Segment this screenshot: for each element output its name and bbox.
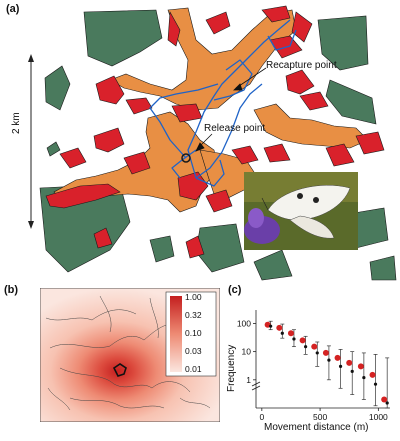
model-frequency-point xyxy=(350,369,354,373)
axis-break-mark xyxy=(251,385,261,391)
scale-bar-label: 2 km xyxy=(11,112,22,134)
observed-frequency-point xyxy=(357,363,364,370)
scale-bar xyxy=(28,54,34,229)
habitat-outlines xyxy=(45,295,211,411)
movement-tracks xyxy=(149,19,297,187)
legend-label-2: 0.32 xyxy=(185,310,202,320)
observed-frequency-point xyxy=(322,349,329,356)
x-axis-label: Movement distance (m) xyxy=(264,422,369,433)
model-frequency-point xyxy=(292,337,296,341)
legend-label-1: 1.00 xyxy=(185,292,202,302)
heat-legend xyxy=(165,291,217,377)
release-site-outline xyxy=(112,363,127,377)
observed-frequency-point xyxy=(287,330,294,337)
axis-break-mark xyxy=(251,381,261,387)
observed-frequency-point xyxy=(334,354,341,361)
observed-frequency-point xyxy=(369,371,376,378)
x-tick-label: 1000 xyxy=(369,412,388,422)
release-point-marker xyxy=(181,153,191,163)
legend-label-3: 0.10 xyxy=(185,328,202,338)
panel-b-heatmap xyxy=(40,288,220,422)
legend-label-5: 0.01 xyxy=(185,364,202,374)
butterfly-photo xyxy=(244,172,358,250)
observed-frequency-point xyxy=(346,359,353,366)
y-tick-label: 1 xyxy=(246,375,251,385)
model-frequency-point xyxy=(315,351,319,355)
model-frequency-point xyxy=(373,382,378,386)
panel-c-label: (c) xyxy=(228,284,242,296)
habitat-red xyxy=(45,5,385,259)
release-point-label: Release point xyxy=(204,123,266,134)
y-tick-label: 10 xyxy=(242,347,252,357)
model-frequency-point xyxy=(269,324,273,328)
panel-a-map xyxy=(28,5,397,281)
model-frequency-point xyxy=(385,401,389,405)
model-frequency-point xyxy=(362,375,366,380)
panel-a-label: (a) xyxy=(6,3,20,15)
panel-b-label: (b) xyxy=(4,284,19,296)
legend-label-4: 0.03 xyxy=(185,346,202,356)
x-tick-label: 500 xyxy=(313,412,327,422)
recapture-point-label: Recapture point xyxy=(266,60,337,71)
annotation-arrows xyxy=(195,67,267,152)
observed-frequency-point xyxy=(276,324,283,331)
observed-frequency-point xyxy=(299,337,306,344)
model-frequency-point xyxy=(304,345,308,349)
chart-marks xyxy=(264,320,390,409)
observed-frequency-point xyxy=(381,396,388,403)
model-frequency-point xyxy=(280,331,284,335)
model-frequency-point xyxy=(338,364,343,368)
x-tick-label: 0 xyxy=(259,412,264,422)
model-frequency-point xyxy=(327,358,331,362)
y-tick-label: 100 xyxy=(237,318,251,328)
y-axis-label: Frequency xyxy=(226,344,237,392)
observed-frequency-point xyxy=(311,343,318,350)
